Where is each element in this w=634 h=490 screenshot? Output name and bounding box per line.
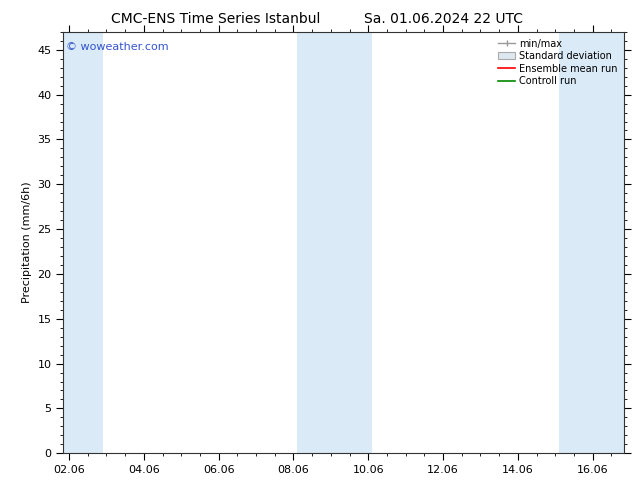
Text: Sa. 01.06.2024 22 UTC: Sa. 01.06.2024 22 UTC [365,12,523,26]
Y-axis label: Precipitation (mm/6h): Precipitation (mm/6h) [22,182,32,303]
Text: CMC-ENS Time Series Istanbul: CMC-ENS Time Series Istanbul [111,12,320,26]
Bar [297,32,372,453]
Bar [63,32,103,453]
Legend: min/max, Standard deviation, Ensemble mean run, Controll run: min/max, Standard deviation, Ensemble me… [494,35,621,90]
Bar [559,32,624,453]
Text: © woweather.com: © woweather.com [66,43,169,52]
